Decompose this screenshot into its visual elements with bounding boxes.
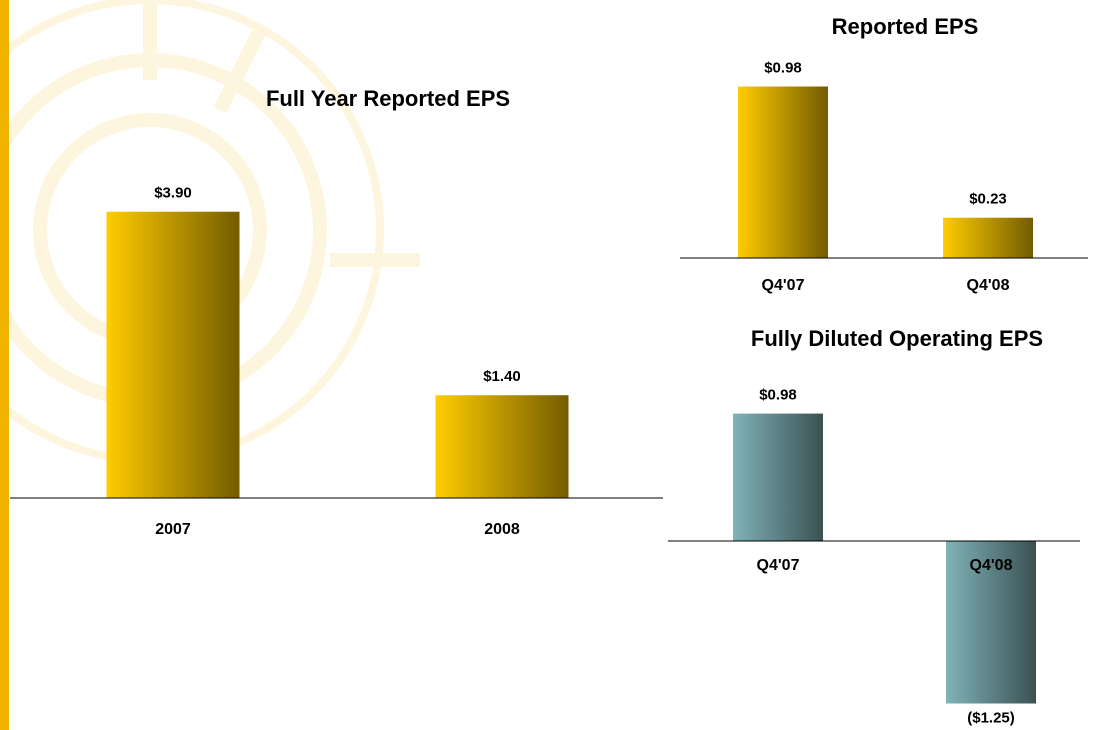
x-tick-label: Q4'07 bbox=[757, 557, 800, 574]
bar-shade bbox=[738, 86, 828, 258]
chart-title: Reported EPS bbox=[832, 14, 979, 39]
chart-title: Full Year Reported EPS bbox=[266, 86, 510, 111]
value-label: $0.98 bbox=[759, 387, 797, 404]
x-tick-label: Q4'07 bbox=[762, 277, 805, 294]
x-tick-label: 2007 bbox=[155, 521, 191, 538]
value-label: $3.90 bbox=[154, 185, 192, 202]
value-label: $1.40 bbox=[483, 368, 521, 385]
value-label: $0.98 bbox=[764, 59, 802, 76]
bar-shade bbox=[943, 217, 1033, 258]
chart-title: Fully Diluted Operating EPS bbox=[751, 326, 1043, 351]
x-tick-label: Q4'08 bbox=[967, 277, 1010, 294]
x-tick-label: Q4'08 bbox=[970, 557, 1013, 574]
bar-shade bbox=[106, 211, 240, 499]
value-label: ($1.25) bbox=[967, 709, 1015, 726]
left-stripe bbox=[0, 0, 9, 730]
bar-shade bbox=[733, 413, 823, 541]
charts: Full Year Reported EPS $3.90 2007 $1.40 2008… bbox=[10, 14, 1088, 726]
bar-shade bbox=[435, 395, 569, 498]
value-label: $0.23 bbox=[969, 191, 1007, 208]
bar-shade bbox=[946, 541, 1036, 704]
x-tick-label: 2008 bbox=[484, 521, 520, 538]
